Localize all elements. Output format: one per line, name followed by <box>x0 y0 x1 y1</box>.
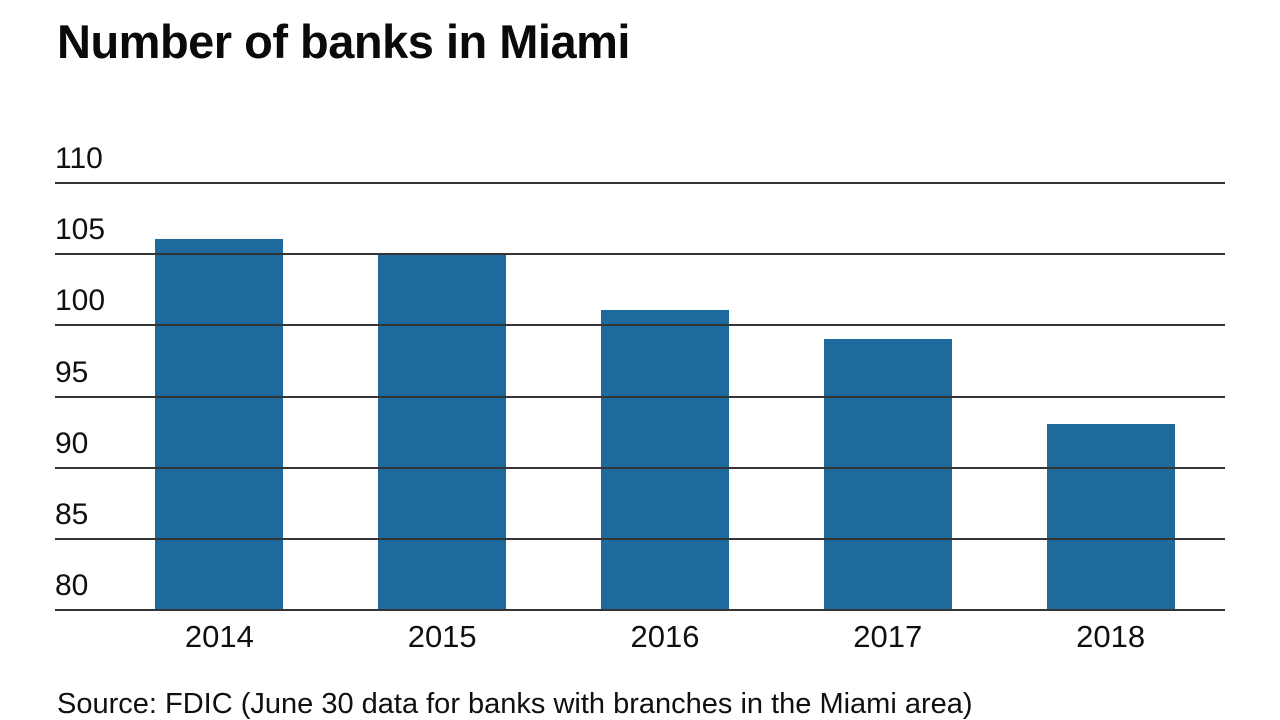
gridline <box>55 324 1225 327</box>
bar-2017 <box>823 338 952 609</box>
bar-2014 <box>155 238 284 609</box>
gridline <box>55 609 1225 611</box>
bar-2015 <box>378 253 507 609</box>
gridline <box>55 395 1225 398</box>
x-axis-label: 2014 <box>184 619 254 654</box>
bar-band <box>554 182 777 609</box>
bar-band <box>331 182 554 609</box>
y-axis-tick-label: 95 <box>55 355 89 389</box>
source-note: Source: FDIC (June 30 data for banks wit… <box>57 688 973 720</box>
gridline <box>55 253 1225 256</box>
x-axis-label: 2017 <box>853 619 923 654</box>
y-axis-tick-label: 105 <box>55 213 106 247</box>
plot-area: 2014 2015 2016 2017 2018 110 105 100 95 90 85 80 <box>55 142 1225 654</box>
bar-2018 <box>1046 423 1175 609</box>
chart-title: Number of banks in Miami <box>57 15 630 68</box>
bar-band <box>776 182 999 609</box>
y-axis-tick-label: 100 <box>55 284 106 318</box>
bar-band <box>999 182 1222 609</box>
x-axis-label: 2015 <box>407 619 477 654</box>
gridline <box>55 537 1225 540</box>
bar-2016 <box>600 310 729 609</box>
x-axis-label: 2018 <box>1076 619 1146 654</box>
gridline <box>55 182 1225 184</box>
bar-band <box>108 182 331 609</box>
y-axis-tick-label: 90 <box>55 426 89 460</box>
y-axis-tick-label: 110 <box>55 142 103 175</box>
y-axis-tick-label: 85 <box>55 497 89 531</box>
bars <box>108 182 1222 609</box>
gridline <box>55 466 1225 469</box>
x-axis-label: 2016 <box>630 619 700 654</box>
x-axis-labels: 2014 2015 2016 2017 2018 <box>108 619 1222 655</box>
y-axis-tick-label: 80 <box>55 569 89 602</box>
